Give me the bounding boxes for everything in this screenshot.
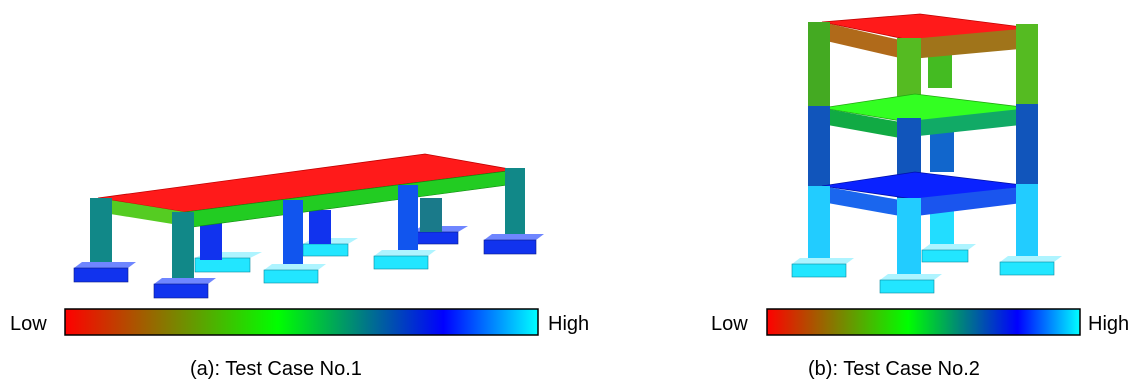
- column: [172, 212, 194, 286]
- beam-front: [900, 28, 1030, 60]
- structure-model-b: [791, 13, 1062, 294]
- structure-model-a: [73, 153, 544, 299]
- column: [90, 198, 112, 268]
- panel-a-caption: (a): Test Case No.1: [190, 358, 362, 380]
- column: [283, 200, 303, 270]
- beam-side: [822, 186, 900, 216]
- column: [420, 198, 442, 232]
- footing: [373, 250, 436, 270]
- column: [1016, 184, 1038, 264]
- beam-front: [900, 186, 1030, 218]
- footing: [921, 244, 976, 263]
- beam-side: [98, 198, 185, 226]
- column: [808, 186, 830, 266]
- beam-side: [822, 22, 900, 58]
- footing: [153, 278, 216, 299]
- colorbar-high-label: High: [1088, 313, 1130, 335]
- column: [808, 22, 830, 106]
- beam-side: [822, 108, 900, 138]
- footing: [263, 264, 326, 284]
- footing: [483, 234, 544, 255]
- column: [309, 210, 331, 244]
- column: [200, 220, 222, 260]
- panel-b-caption: (b): Test Case No.2: [808, 358, 980, 380]
- column: [1016, 104, 1038, 184]
- colorbar-high-label: High: [548, 313, 590, 335]
- column: [808, 106, 830, 186]
- column: [897, 198, 921, 282]
- footing: [791, 258, 854, 278]
- colorbar-low-label: Low: [711, 313, 748, 335]
- colorbar-b: [766, 308, 1081, 336]
- column: [398, 185, 418, 257]
- footing: [879, 274, 942, 294]
- footing: [999, 256, 1062, 276]
- column: [1016, 24, 1038, 104]
- column: [505, 168, 525, 240]
- colorbar-a: [64, 308, 539, 336]
- footing: [73, 262, 136, 283]
- colorbar-low-label: Low: [10, 313, 47, 335]
- beam-front: [900, 108, 1030, 138]
